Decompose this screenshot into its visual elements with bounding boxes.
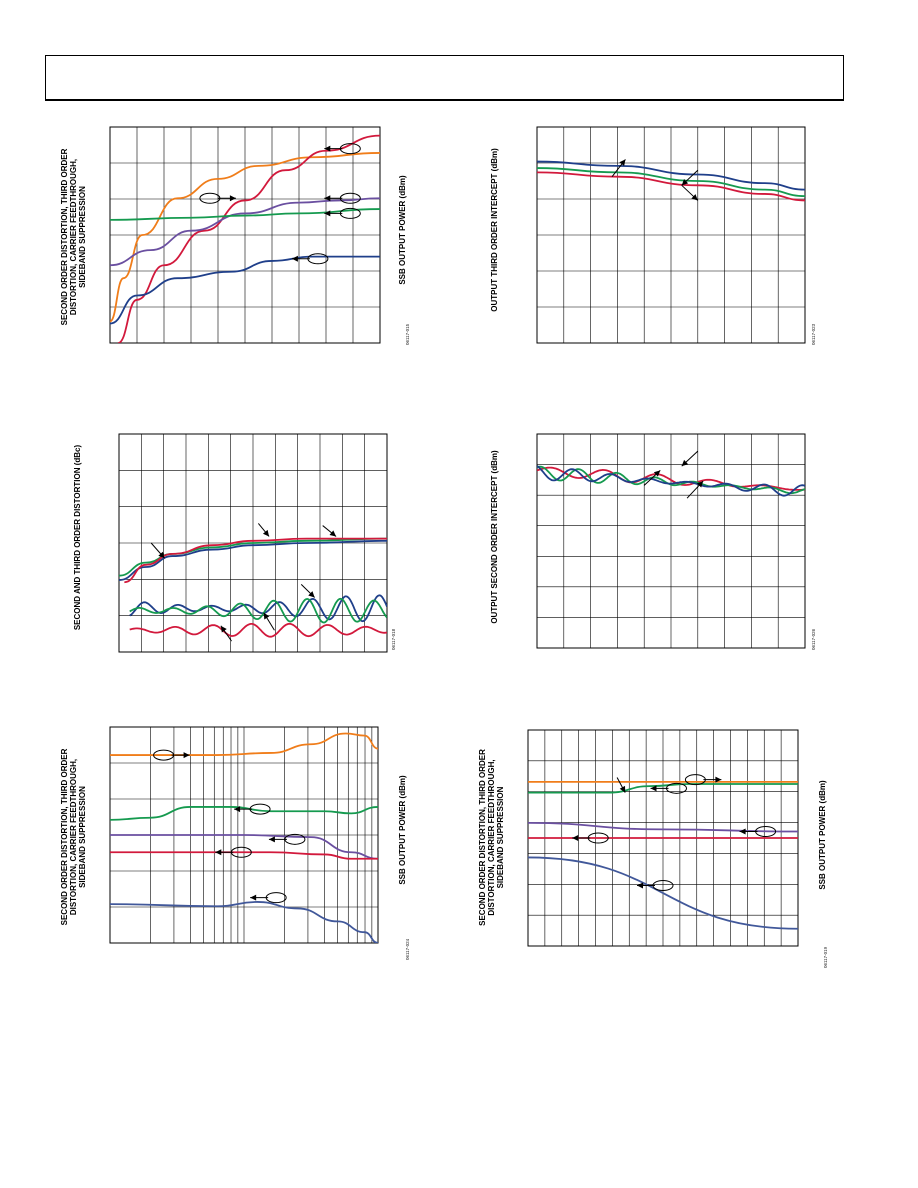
page-header <box>45 55 844 101</box>
chart-5 <box>109 726 379 944</box>
callout-arrow-head <box>229 195 236 202</box>
callout-arrow-head <box>324 210 331 217</box>
callout-arrow-head <box>324 195 331 202</box>
chart-1-ylabel: SECOND ORDER DISTORTION, THIRD ORDER DIS… <box>60 148 87 326</box>
series-line-green <box>528 783 798 794</box>
series-group <box>537 465 805 497</box>
pointer-arrow-head <box>158 551 165 559</box>
callout-ellipse <box>339 192 361 204</box>
series-line-blue <box>129 594 387 623</box>
chart-1-plot <box>109 126 381 344</box>
pointer-arrow-head <box>619 785 626 793</box>
series-group <box>110 134 380 343</box>
callout-arrow-head <box>637 882 643 889</box>
pointer-arrow-head <box>696 481 704 488</box>
chart-6-code: 06117-019 <box>823 946 828 968</box>
chart-3-ylabel: SECOND AND THIRD ORDER DISTORTION (dBc) <box>73 444 82 631</box>
callout-ellipse <box>265 892 287 904</box>
callout-arrow-head <box>324 145 331 152</box>
plot-frame <box>118 433 388 653</box>
chart-1 <box>109 126 381 344</box>
chart-1-xlabel: SSB OUTPUT POWER (dBm) <box>398 175 407 285</box>
callout-arrow-head <box>650 785 657 792</box>
chart-6-ylabel: SECOND ORDER DISTORTION, THIRD ORDER DIS… <box>478 749 505 926</box>
pointer-arrow-head <box>619 159 626 166</box>
plot-frame <box>109 126 381 344</box>
chart-3 <box>118 433 388 653</box>
series-line-red <box>110 851 378 860</box>
chart-2-ylabel: OUTPUT THIRD ORDER INTERCEPT (dBm) <box>490 148 499 312</box>
series-group <box>537 160 805 202</box>
chart-2-plot <box>536 126 806 344</box>
chart-5-plot <box>109 726 379 944</box>
series-line-red <box>129 622 387 638</box>
pointer-arrow-head <box>220 625 227 633</box>
callout-arrow-head <box>291 255 298 262</box>
callout-arrow-head <box>215 849 222 856</box>
chart-6-xlabel: SSB OUTPUT POWER (dBm) <box>818 780 827 890</box>
pointer-arrow-head <box>653 470 661 477</box>
plot-frame <box>536 126 806 344</box>
callout-arrow-head <box>739 828 746 835</box>
pointer-arrow-head <box>329 530 337 537</box>
series-line-blue <box>110 901 378 943</box>
callout-arrow-head <box>183 752 190 759</box>
callout-ellipse <box>199 192 221 204</box>
chart-2 <box>536 126 806 344</box>
series-line-purple <box>110 197 380 267</box>
series-line-green <box>110 208 380 221</box>
plot-frame <box>536 433 806 649</box>
series-line-green <box>129 597 387 624</box>
pointer-arrow-head <box>681 459 689 467</box>
chart-1-code: 06117-015 <box>405 323 410 345</box>
chart-4 <box>536 433 806 649</box>
pointer-arrow-head <box>691 194 698 201</box>
series-line-orange <box>110 152 380 323</box>
series-line-green <box>537 167 805 198</box>
pointer-arrow-head <box>308 591 315 598</box>
callout-ellipse <box>284 833 306 845</box>
series-line-blue <box>110 255 380 325</box>
series-line-blue <box>528 856 798 930</box>
series-line-blue <box>537 465 805 497</box>
series-line-purple <box>110 834 378 860</box>
callout-arrow-head <box>250 894 257 901</box>
series-line-red <box>124 537 387 584</box>
chart-6-plot <box>527 729 799 947</box>
series-line-red <box>537 171 805 202</box>
pointer-arrow-head <box>681 179 689 186</box>
chart-4-plot <box>536 433 806 649</box>
callout-arrow-head <box>234 806 241 813</box>
chart-5-ylabel: SECOND ORDER DISTORTION, THIRD ORDER DIS… <box>60 748 87 926</box>
chart-5-code: 06117-024 <box>405 938 410 960</box>
series-group <box>119 537 387 638</box>
chart-4-code: 06117-026 <box>811 628 816 650</box>
chart-4-ylabel: OUTPUT SECOND ORDER INTERCEPT (dBm) <box>490 450 499 624</box>
series-line-blue <box>119 539 387 581</box>
chart-5-xlabel: SSB OUTPUT POWER (dBm) <box>398 775 407 885</box>
chart-6 <box>527 729 799 947</box>
callout-arrow-head <box>268 836 275 843</box>
chart-2-code: 06117-023 <box>811 323 816 345</box>
callout-arrow-head <box>572 835 579 841</box>
chart-3-code: 06117-018 <box>391 628 396 650</box>
series-line-orange <box>110 732 378 756</box>
series-line-red <box>117 134 380 343</box>
chart-3-plot <box>118 433 388 653</box>
pointer-arrow-head <box>263 612 270 620</box>
series-line-blue <box>537 160 805 191</box>
series-group <box>528 780 798 930</box>
series-line-green <box>537 465 805 495</box>
callout-arrow-head <box>715 776 722 783</box>
series-line-green <box>119 537 387 577</box>
pointer-arrow-head <box>262 529 270 537</box>
series-group <box>110 732 378 943</box>
callout-ellipse <box>307 253 329 265</box>
